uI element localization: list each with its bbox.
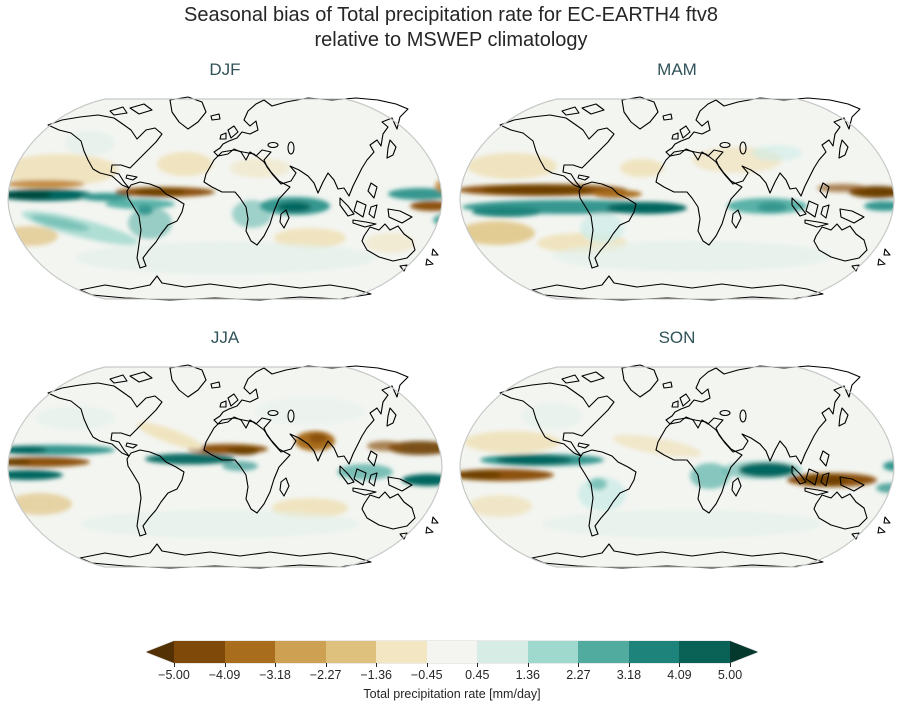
colorbar-segment bbox=[325, 641, 377, 663]
colorbar-bar bbox=[146, 641, 758, 663]
map-djf bbox=[7, 96, 443, 301]
colorbar-tick bbox=[376, 663, 378, 667]
colorbar-tick-label: 1.36 bbox=[515, 668, 540, 682]
colorbar-tick-label: 3.18 bbox=[616, 668, 642, 682]
map-son bbox=[459, 364, 895, 569]
colorbar-segment bbox=[275, 641, 326, 663]
bias-field-djf bbox=[8, 131, 442, 274]
map-jja bbox=[7, 364, 443, 569]
colorbar-tick-label: 4.09 bbox=[667, 668, 692, 682]
colorbar-tick bbox=[477, 663, 479, 667]
colorbar-tick bbox=[325, 663, 327, 667]
colorbar-tick bbox=[578, 663, 580, 667]
colorbar-segment bbox=[224, 641, 276, 663]
colorbar-tick-label: 5.00 bbox=[717, 668, 743, 682]
colorbar-tick bbox=[527, 663, 529, 667]
colorbar-tick-label: −2.27 bbox=[309, 668, 342, 682]
colorbar-segment bbox=[679, 641, 731, 663]
panel-title-mam: MAM bbox=[657, 60, 697, 79]
figure-title-line1: Seasonal bias of Total precipitation rat… bbox=[184, 4, 718, 26]
colorbar-tick-label: 0.45 bbox=[465, 668, 490, 682]
colorbar-segment bbox=[628, 641, 680, 663]
colorbar-tick bbox=[224, 663, 226, 667]
colorbar-tick bbox=[174, 663, 175, 667]
colorbar: −5.00 −4.09 −3.18 −2.27 −1.36 −0.45 0.45 1.36 2.… bbox=[146, 641, 758, 703]
colorbar-segment bbox=[578, 641, 629, 663]
panel-title-djf: DJF bbox=[209, 60, 241, 79]
figure-title-line2: relative to MSWEP climatology bbox=[314, 29, 588, 51]
colorbar-segment bbox=[376, 641, 427, 663]
colorbar-tick bbox=[730, 663, 731, 667]
panel-title-jja: JJA bbox=[210, 328, 240, 347]
colorbar-axis-label: Total precipitation rate [mm/day] bbox=[363, 687, 541, 701]
colorbar-tick-label: −4.09 bbox=[208, 668, 241, 682]
colorbar-tick bbox=[679, 663, 681, 667]
colorbar-tick bbox=[628, 663, 630, 667]
colorbar-tick-label: 2.27 bbox=[566, 668, 591, 682]
colorbar-segments bbox=[174, 641, 731, 663]
bias-field-son bbox=[460, 403, 894, 538]
colorbar-tick-label: −5.00 bbox=[158, 668, 190, 682]
bias-field-mam bbox=[460, 145, 894, 271]
colorbar-extend-left-arrow bbox=[146, 641, 174, 663]
colorbar-segment bbox=[426, 641, 478, 663]
colorbar-tick bbox=[426, 663, 428, 667]
colorbar-segment bbox=[477, 641, 528, 663]
map-mam bbox=[459, 96, 895, 301]
panel-title-son: SON bbox=[658, 328, 696, 347]
colorbar-tick-label: −3.18 bbox=[259, 668, 291, 682]
colorbar-tick-label: −1.36 bbox=[360, 668, 392, 682]
colorbar-tick-label: −0.45 bbox=[410, 668, 443, 682]
figure-title: Seasonal bias of Total precipitation rat… bbox=[0, 3, 902, 53]
colorbar-segment bbox=[527, 641, 579, 663]
colorbar-segment bbox=[174, 641, 225, 663]
colorbar-tick bbox=[275, 663, 277, 667]
colorbar-extend-right-arrow bbox=[730, 641, 758, 663]
